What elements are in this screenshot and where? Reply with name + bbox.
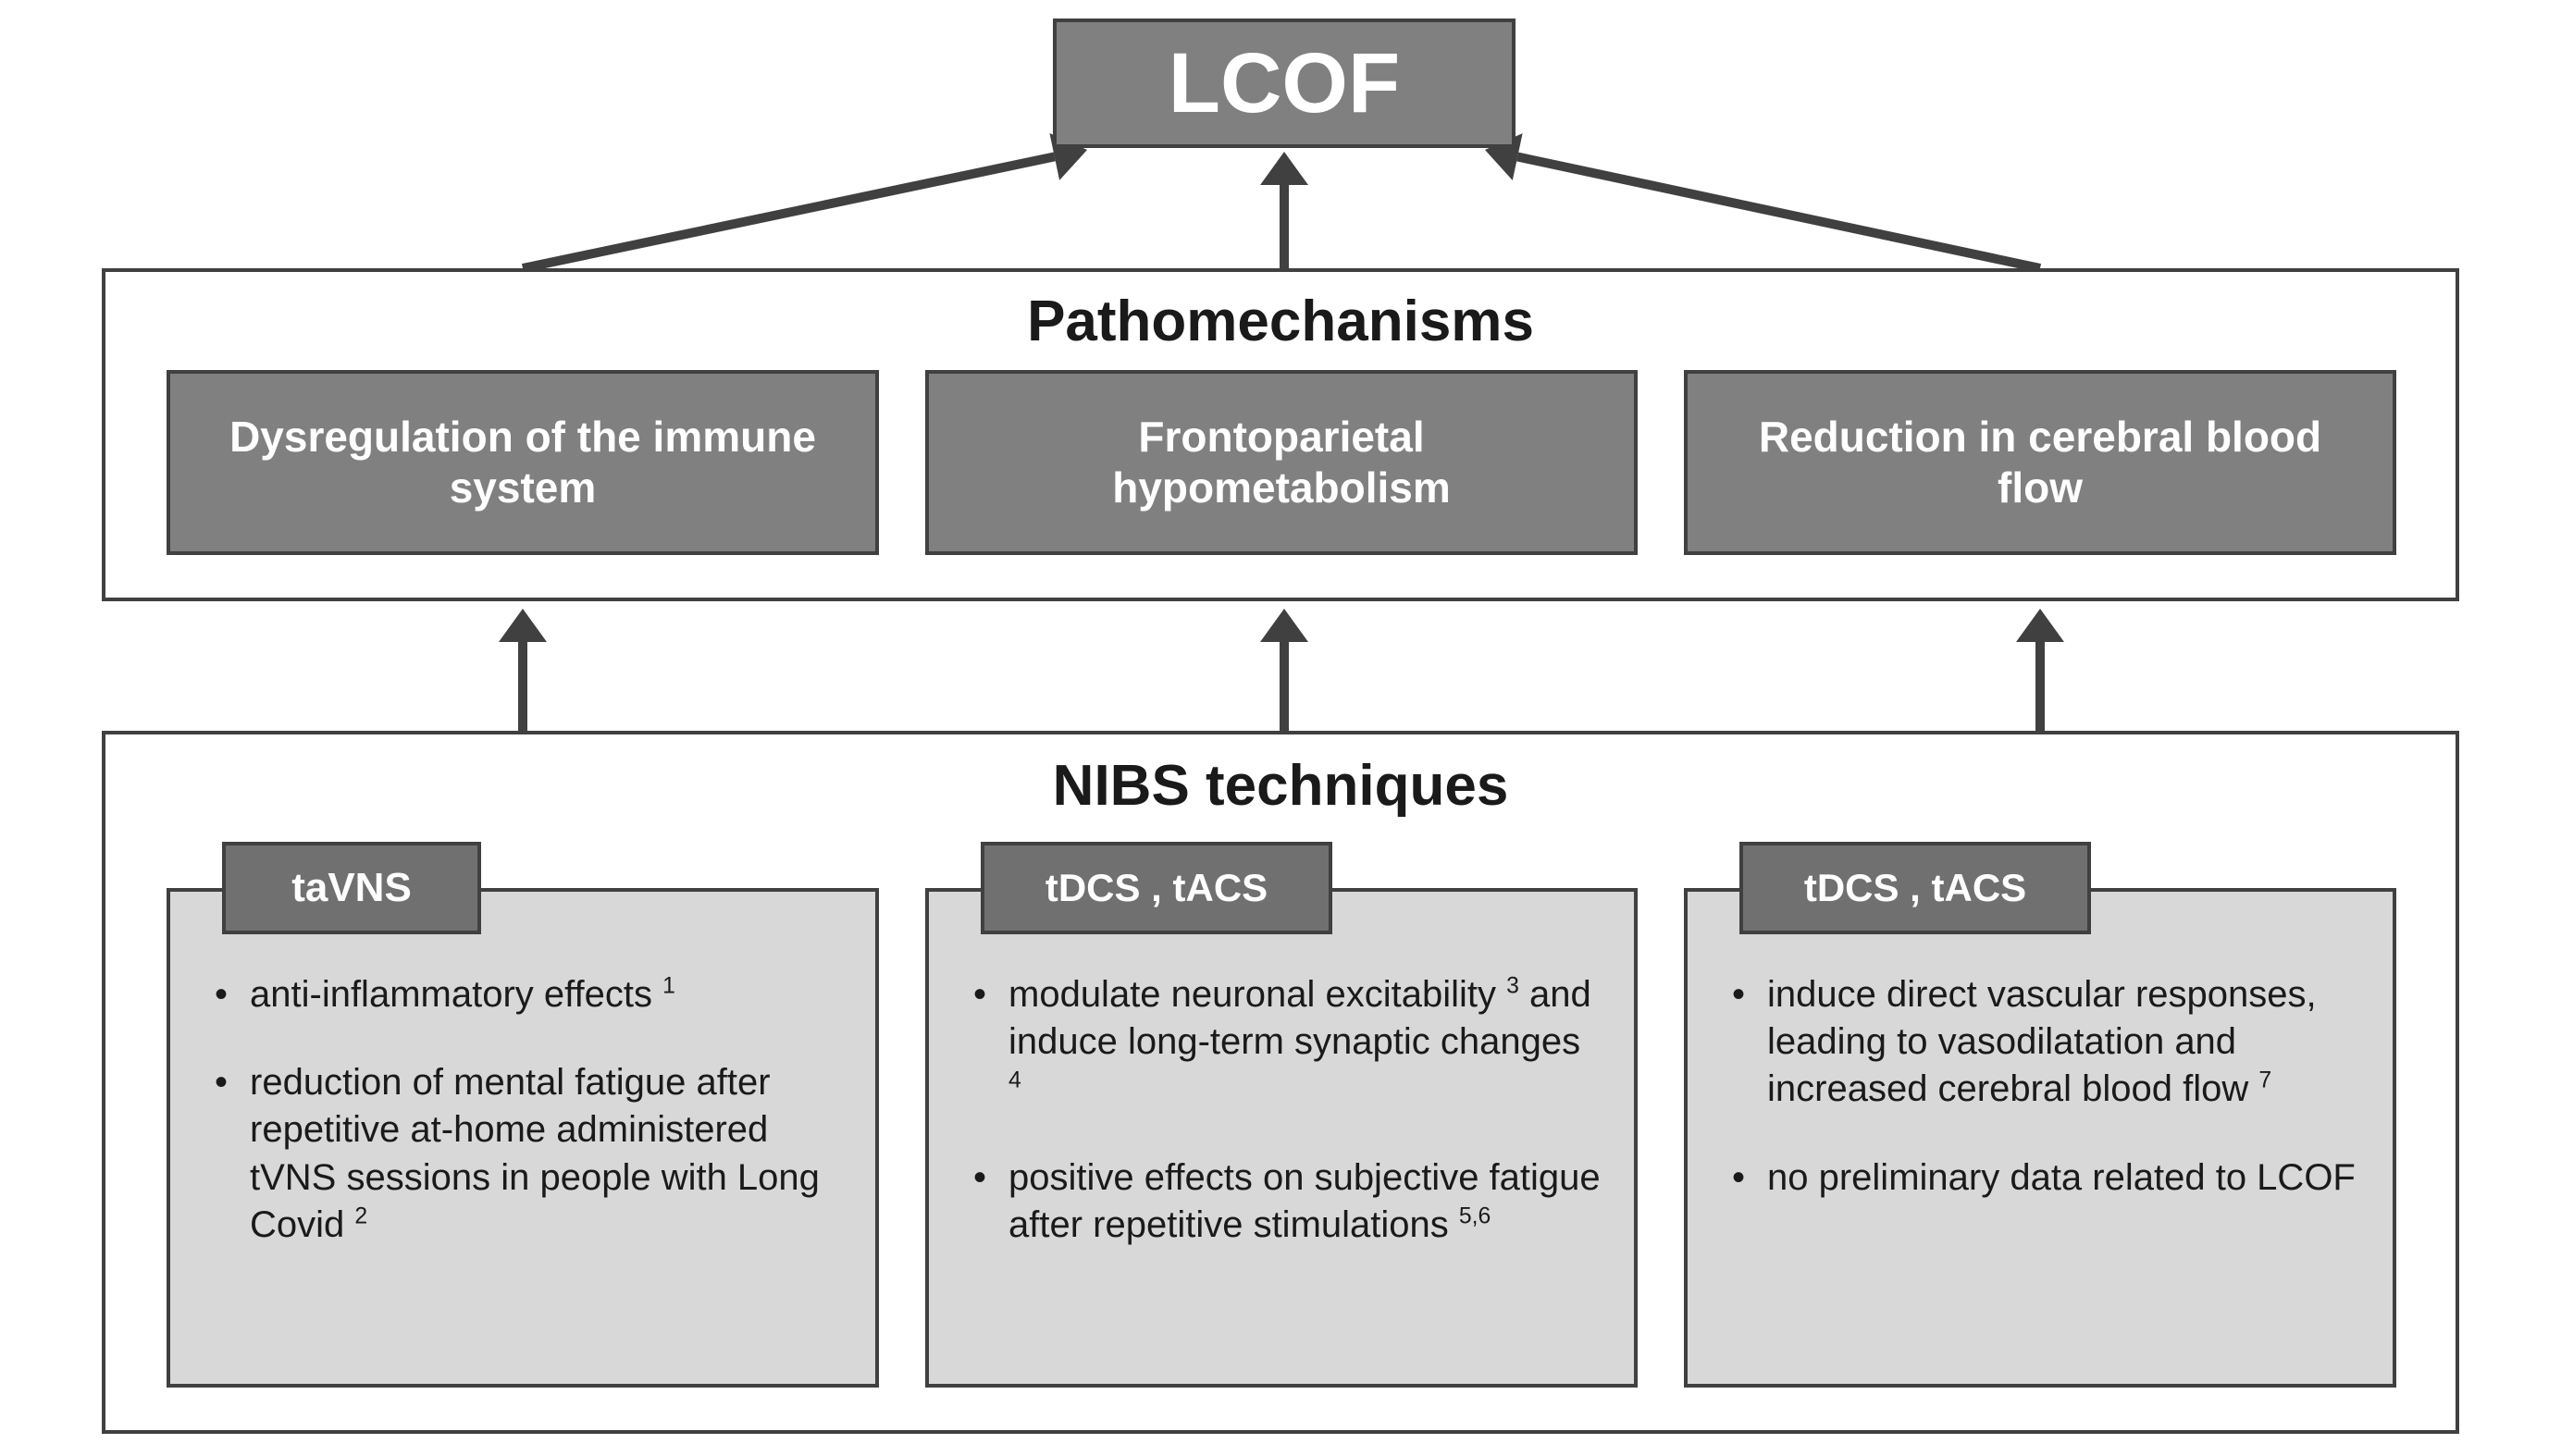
patho-cell: Reduction in cerebral blood flow [1684, 370, 2396, 555]
pathomechanisms-title: Pathomechanisms [105, 289, 2456, 354]
nibs-tab-label: taVNS [291, 865, 412, 911]
nibs-bullet: positive effects on subjective fatigue a… [960, 1154, 1602, 1249]
lcof-label: LCOF [1169, 35, 1400, 132]
nibs-title: NIBS techniques [105, 753, 2456, 819]
nibs-bullet-list: modulate neuronal excitability 3 and ind… [960, 971, 1602, 1249]
lcof-box: LCOF [1053, 19, 1516, 148]
nibs-bullet-list: anti-inflammatory effects 1 reduction of … [202, 971, 844, 1249]
patho-cell: Dysregulation of the immune system [167, 370, 879, 555]
nibs-panel: anti-inflammatory effects 1 reduction of … [167, 888, 879, 1388]
nibs-bullet: induce direct vascular responses, leadin… [1719, 971, 2361, 1114]
nibs-tab: taVNS [222, 842, 481, 934]
nibs-tab: tDCS , tACS [981, 842, 1332, 934]
nibs-panel: modulate neuronal excitability 3 and ind… [925, 888, 1638, 1388]
nibs-tab-label: tDCS , tACS [1804, 866, 2026, 910]
nibs-bullet: no preliminary data related to LCOF [1719, 1154, 2361, 1202]
patho-cell-label: Frontoparietal hypometabolism [966, 412, 1597, 513]
nibs-bullet: modulate neuronal excitability 3 and ind… [960, 971, 1602, 1114]
nibs-panel: induce direct vascular responses, leadin… [1684, 888, 2396, 1388]
nibs-tab: tDCS , tACS [1739, 842, 2091, 934]
nibs-tab-label: tDCS , tACS [1045, 866, 1268, 910]
patho-cell: Frontoparietal hypometabolism [925, 370, 1638, 555]
nibs-bullet-list: induce direct vascular responses, leadin… [1719, 971, 2361, 1202]
diagram-root: LCOF Pathomechanisms NIBS techniques Dys… [0, 0, 2561, 1456]
patho-cell-label: Reduction in cerebral blood flow [1725, 412, 2356, 513]
patho-cell-label: Dysregulation of the immune system [207, 412, 838, 513]
nibs-bullet: anti-inflammatory effects 1 [202, 971, 844, 1018]
nibs-bullet: reduction of mental fatigue after repeti… [202, 1059, 844, 1249]
